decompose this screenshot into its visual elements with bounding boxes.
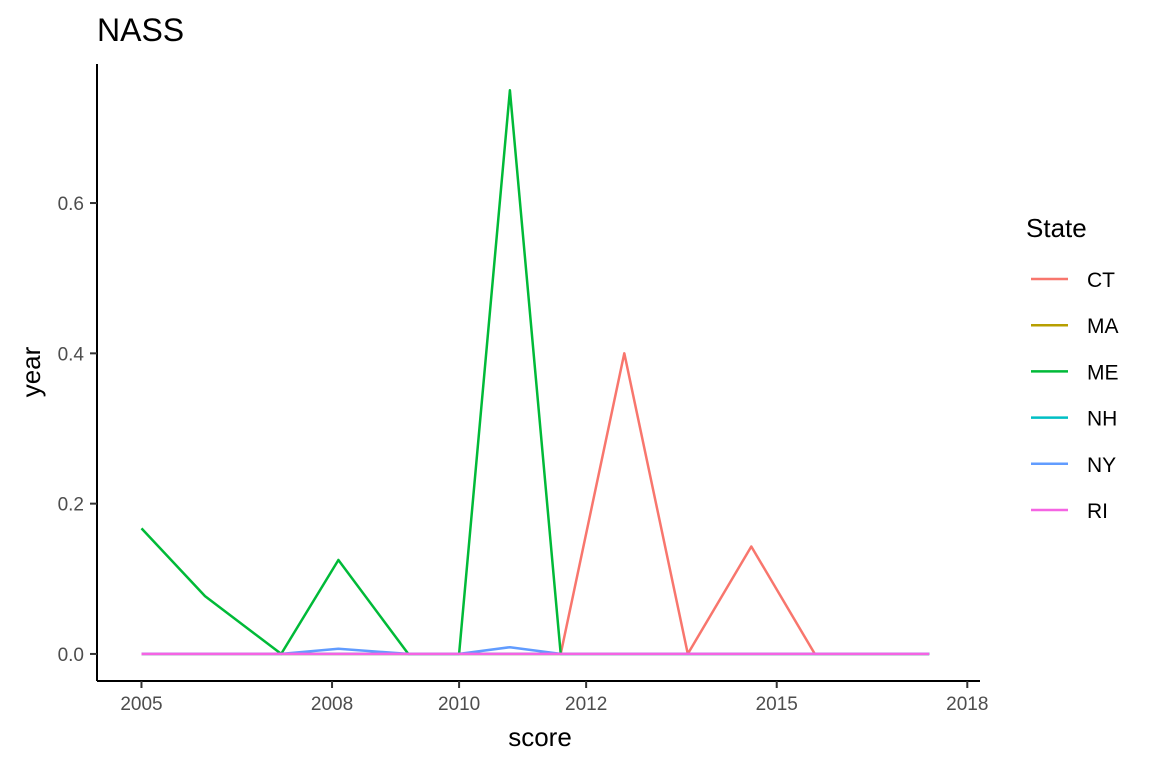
legend-title: State (1026, 213, 1087, 243)
legend-item-ma: MA (1031, 315, 1119, 338)
legend-item-ny: NY (1031, 454, 1116, 477)
x-axis-title: score (508, 722, 572, 752)
legend-label: RI (1087, 500, 1108, 523)
x-tick-label: 2010 (438, 694, 480, 715)
legend-label: CT (1087, 269, 1115, 292)
legend-item-me: ME (1031, 361, 1119, 384)
legend-label: NY (1087, 454, 1116, 477)
legend-items: CT MA ME NH NY RI (1031, 269, 1119, 523)
x-tick-label: 2018 (946, 694, 988, 715)
x-tick-label: 2008 (311, 694, 353, 715)
legend-item-ct: CT (1031, 269, 1115, 292)
plot-area (140, 89, 930, 656)
chart-title: NASS (97, 12, 184, 48)
legend: State CT MA ME NH NY RI (1026, 213, 1119, 523)
y-tick-label: 0.4 (58, 344, 85, 365)
legend-label: ME (1087, 361, 1119, 384)
legend-item-ri: RI (1031, 500, 1108, 523)
y-axis-ticks: 0.0 0.2 0.4 0.6 (58, 194, 97, 666)
legend-label: NH (1087, 408, 1117, 431)
legend-label: MA (1087, 315, 1119, 338)
x-tick-label: 2015 (756, 694, 798, 715)
y-tick-label: 0.0 (58, 645, 84, 666)
x-tick-label: 2012 (565, 694, 607, 715)
legend-item-nh: NH (1031, 408, 1117, 431)
series-line-me (140, 89, 930, 656)
x-axis-ticks: 2005 2008 2010 2012 2015 2018 (120, 681, 988, 715)
y-tick-label: 0.2 (58, 495, 84, 516)
x-tick-label: 2005 (120, 694, 162, 715)
y-tick-label: 0.6 (58, 194, 84, 215)
series-line-ct (141, 352, 930, 656)
y-axis-title: year (16, 346, 46, 397)
